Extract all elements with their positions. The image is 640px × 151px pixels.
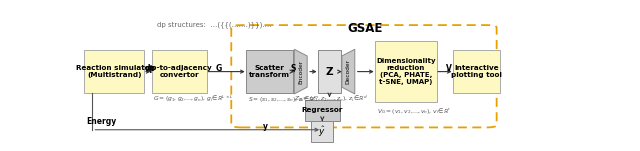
FancyBboxPatch shape — [375, 41, 436, 102]
Text: Scatter
transform: Scatter transform — [249, 65, 290, 78]
FancyBboxPatch shape — [318, 50, 341, 93]
FancyBboxPatch shape — [453, 50, 500, 93]
Text: S: S — [291, 64, 296, 73]
Text: Decoder: Decoder — [346, 59, 351, 84]
Text: dp-to-adjacency
convertor: dp-to-adjacency convertor — [147, 65, 212, 78]
Text: Regressor: Regressor — [301, 107, 343, 113]
Text: $Z_G = (z_1, z_2,\!\ldots\!,z_n)$, $z_i\!\in\! \mathbb{R}^d$: $Z_G = (z_1, z_2,\!\ldots\!,z_n)$, $z_i\… — [294, 94, 368, 104]
Text: dp structures:  …({{(…….)}}).…: dp structures: …({{(…….)}}).… — [157, 21, 271, 28]
Text: $S = (s_1, s_2,\!\ldots\!,s_n)$, $s_i\!\in\! \mathbb{R}^m$: $S = (s_1, s_2,\!\ldots\!,s_n)$, $s_i\!\… — [248, 94, 319, 104]
Text: $\hat{y}$: $\hat{y}$ — [318, 124, 326, 138]
FancyBboxPatch shape — [246, 50, 292, 93]
Text: y: y — [262, 122, 268, 130]
Text: Energy: Energy — [86, 117, 116, 125]
FancyBboxPatch shape — [84, 50, 145, 93]
Text: Encoder: Encoder — [298, 59, 303, 84]
FancyBboxPatch shape — [310, 121, 333, 142]
Text: Interactive
plotting tool: Interactive plotting tool — [451, 65, 502, 78]
Polygon shape — [342, 49, 355, 94]
Text: dp: dp — [145, 64, 156, 73]
Text: Reaction simulator
(Multistrand): Reaction simulator (Multistrand) — [76, 65, 153, 78]
Text: GSAE: GSAE — [348, 22, 383, 35]
Text: G: G — [216, 64, 221, 73]
Text: $V_G = (v_1, v_2,\!\ldots\!,v_n)$, $v_i\!\in\! \mathbb{R}^r$: $V_G = (v_1, v_2,\!\ldots\!,v_n)$, $v_i\… — [376, 106, 451, 116]
Text: Dimensionality
reduction
(PCA, PHATE,
t-SNE, UMAP): Dimensionality reduction (PCA, PHATE, t-… — [376, 58, 436, 85]
Text: V: V — [446, 64, 452, 73]
FancyBboxPatch shape — [305, 100, 340, 121]
FancyBboxPatch shape — [152, 50, 207, 93]
Text: $G = (g_1, g_2,\!\ldots\!,g_n)$, $g_i\!\in\! \mathbb{R}^{L\times L}$: $G = (g_1, g_2,\!\ldots\!,g_n)$, $g_i\!\… — [154, 94, 234, 104]
Text: Z: Z — [326, 67, 333, 77]
Polygon shape — [294, 49, 307, 94]
